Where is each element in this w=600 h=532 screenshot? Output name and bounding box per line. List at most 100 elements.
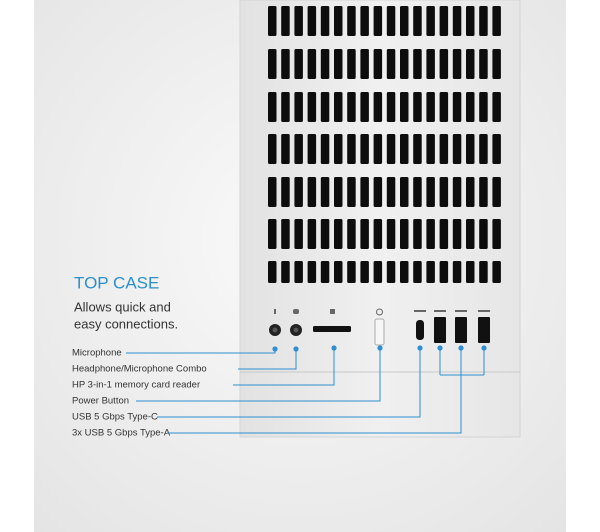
vent-slot bbox=[320, 92, 330, 122]
vent-slot bbox=[426, 261, 435, 283]
vent-slot bbox=[439, 92, 449, 122]
vent-slot bbox=[492, 134, 501, 164]
icon bbox=[455, 310, 467, 312]
leader bbox=[238, 349, 297, 370]
vent-slot bbox=[294, 219, 303, 249]
vent-slot bbox=[347, 219, 356, 249]
vent-slot bbox=[426, 134, 435, 164]
leader-dot bbox=[293, 346, 299, 352]
leader-dot bbox=[417, 345, 423, 351]
vent-slot bbox=[439, 49, 449, 79]
port-icons bbox=[274, 308, 490, 316]
leader-lines bbox=[126, 345, 487, 434]
icon bbox=[376, 308, 383, 316]
vent-slot bbox=[400, 92, 409, 122]
leader bbox=[233, 348, 335, 386]
mic-port-hole bbox=[272, 327, 278, 333]
card-slot bbox=[313, 326, 351, 332]
vent-slot bbox=[439, 6, 449, 36]
vent-slot bbox=[466, 6, 475, 36]
icon bbox=[434, 310, 446, 312]
vent-slot bbox=[466, 261, 475, 283]
vent-slot bbox=[281, 219, 290, 249]
vent-slot bbox=[413, 49, 422, 79]
vent-slot bbox=[294, 261, 303, 283]
vent-slot bbox=[492, 6, 501, 36]
vent-slot bbox=[320, 49, 330, 79]
vent-slot bbox=[334, 6, 343, 36]
vent-slot bbox=[452, 219, 462, 249]
vent-slot bbox=[294, 177, 303, 207]
title: TOP CASE bbox=[74, 273, 159, 292]
vent-slot bbox=[413, 134, 422, 164]
vent-slot bbox=[334, 219, 343, 249]
vent-slot bbox=[386, 219, 396, 249]
vent-slot bbox=[479, 6, 488, 36]
vent-slot bbox=[334, 177, 343, 207]
vent-slot bbox=[400, 261, 409, 283]
leader bbox=[136, 348, 381, 402]
vent-slot bbox=[268, 177, 277, 207]
vent-slot bbox=[400, 177, 409, 207]
vent-slot bbox=[426, 6, 435, 36]
vent-slot bbox=[479, 134, 488, 164]
vent-slot bbox=[268, 261, 277, 283]
vents bbox=[268, 6, 501, 283]
vent-slot bbox=[373, 49, 383, 79]
leader-dot bbox=[437, 345, 443, 351]
vent-slot bbox=[307, 134, 317, 164]
description: easy connections. bbox=[74, 316, 178, 331]
leader-dot bbox=[377, 345, 383, 351]
vent-slot bbox=[360, 6, 369, 36]
icon bbox=[414, 310, 426, 312]
vent-slot bbox=[347, 177, 356, 207]
leader bbox=[167, 348, 485, 434]
vent-slot bbox=[320, 177, 330, 207]
vent-slot bbox=[373, 219, 383, 249]
vent-slot bbox=[452, 6, 462, 36]
vent-slot bbox=[281, 49, 290, 79]
vent-slot bbox=[307, 92, 317, 122]
vent-slot bbox=[413, 219, 422, 249]
vent-slot bbox=[479, 261, 488, 283]
vent-slot bbox=[307, 6, 317, 36]
vent-slot bbox=[347, 92, 356, 122]
callout-label: Power Button bbox=[72, 396, 129, 407]
vent-slot bbox=[386, 261, 396, 283]
vent-slot bbox=[334, 134, 343, 164]
vent-slot bbox=[439, 134, 449, 164]
leader-dot bbox=[481, 345, 487, 351]
vent-slot bbox=[281, 261, 290, 283]
icon bbox=[478, 310, 490, 312]
vent-slot bbox=[360, 134, 369, 164]
leader-dot bbox=[458, 345, 464, 351]
vent-slot bbox=[466, 219, 475, 249]
vent-slot bbox=[307, 219, 317, 249]
vent-slot bbox=[452, 261, 462, 283]
vent-slot bbox=[492, 219, 501, 249]
headphone-port-hole bbox=[293, 327, 299, 333]
vent-slot bbox=[294, 134, 303, 164]
vent-slot bbox=[386, 134, 396, 164]
vent-slot bbox=[413, 6, 422, 36]
callout-label: USB 5 Gbps Type-C bbox=[72, 412, 158, 423]
leader-dot bbox=[272, 346, 278, 352]
vent-slot bbox=[281, 92, 290, 122]
vent-slot bbox=[268, 49, 277, 79]
vent-slot bbox=[373, 92, 383, 122]
vent-slot bbox=[439, 177, 449, 207]
vent-slot bbox=[360, 92, 369, 122]
vent-slot bbox=[347, 6, 356, 36]
callout-label: HP 3-in-1 memory card reader bbox=[72, 380, 200, 391]
vent-slot bbox=[479, 49, 488, 79]
vent-slot bbox=[320, 219, 330, 249]
callout-label: 3x USB 5 Gbps Type-A bbox=[72, 428, 171, 439]
vent-slot bbox=[320, 134, 330, 164]
vent-slot bbox=[360, 219, 369, 249]
vent-slot bbox=[281, 177, 290, 207]
vent-slot bbox=[373, 261, 383, 283]
vent-slot bbox=[386, 177, 396, 207]
leader-dot bbox=[331, 345, 337, 351]
tower bbox=[239, 0, 521, 438]
vent-slot bbox=[334, 261, 343, 283]
